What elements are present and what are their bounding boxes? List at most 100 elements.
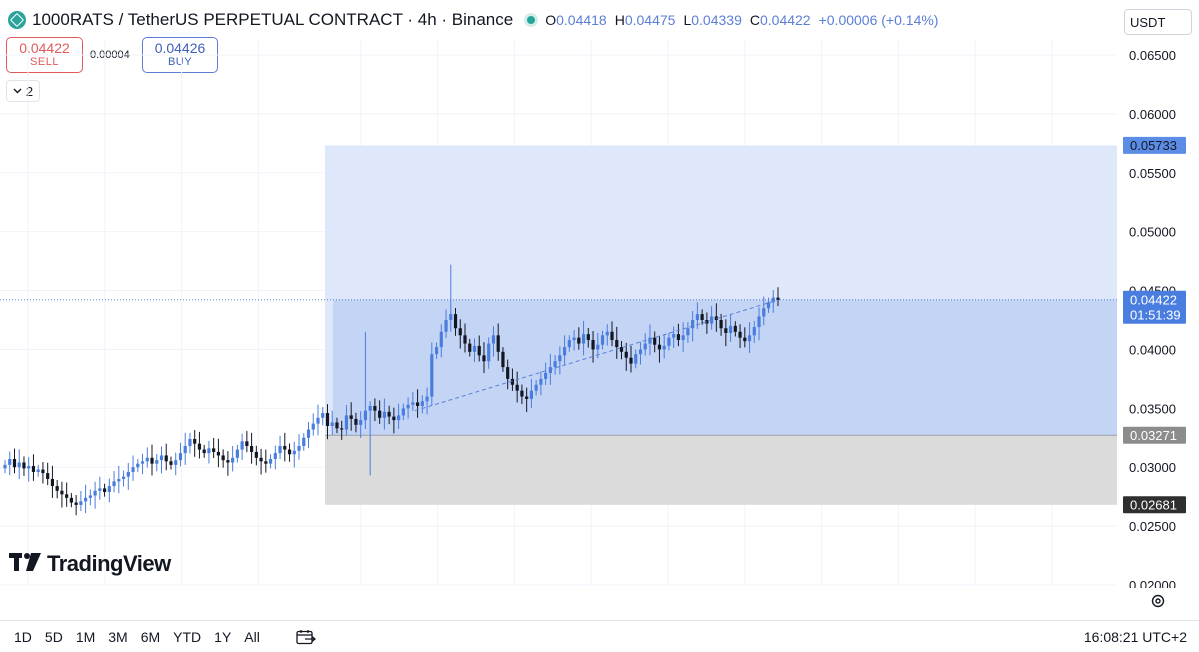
candle-body	[55, 486, 59, 491]
candle-body	[325, 413, 330, 426]
price-chart[interactable]: 0.065000.060000.055000.050000.045000.040…	[0, 40, 1199, 588]
candle-body	[41, 469, 45, 474]
range-1m-button[interactable]: 1M	[75, 628, 96, 645]
entry-price-tag: 0.03271	[1130, 428, 1177, 443]
candle-body	[719, 320, 723, 329]
candle-body	[700, 314, 704, 320]
candle-body	[79, 501, 83, 505]
currency-select[interactable]: USDT	[1124, 9, 1192, 35]
candle-body	[657, 344, 662, 350]
entry-price-tag-bg	[1123, 426, 1186, 444]
candle-body	[743, 337, 747, 342]
sell-price: 0.04422	[19, 40, 70, 56]
current-price-tag-bg	[1123, 290, 1186, 324]
candle-body	[762, 308, 766, 317]
y-tick-label: 0.03500	[1129, 401, 1176, 416]
candle-body	[287, 449, 292, 455]
candle-body	[155, 460, 159, 464]
y-tick-label: 0.03000	[1129, 460, 1176, 475]
candle-body	[619, 347, 624, 352]
open-label: O	[545, 12, 557, 28]
candle-body	[240, 441, 244, 450]
candle-body	[202, 449, 206, 454]
candle-body	[17, 462, 21, 468]
candle-body	[567, 340, 571, 348]
tradingview-logo-icon	[9, 551, 41, 577]
candle-body	[273, 453, 277, 459]
candle-body	[695, 314, 699, 320]
axis-settings-icon[interactable]	[1150, 593, 1166, 609]
candle-body	[145, 457, 149, 462]
candle-body	[600, 335, 605, 345]
candle-body	[245, 441, 249, 447]
candle-body	[572, 337, 576, 341]
candle-body	[397, 415, 401, 421]
range-ytd-button[interactable]: YTD	[173, 628, 202, 645]
candle-body	[468, 343, 472, 352]
candle-body	[728, 325, 733, 333]
range-3m-button[interactable]: 3M	[108, 628, 128, 645]
candle-body	[686, 328, 690, 336]
candle-body	[482, 355, 486, 362]
candle-body	[629, 357, 633, 364]
candle-body	[714, 316, 718, 320]
candle-body	[330, 422, 334, 426]
candle-body	[506, 367, 510, 379]
indicator-count: 2	[25, 83, 34, 99]
tradingview-watermark[interactable]: TradingView	[9, 551, 171, 577]
chart-header: 1000RATS / TetherUS PERPETUAL CONTRACT ·…	[0, 0, 1120, 40]
bottom-toolbar: 1D 5D 1M 3M 6M YTD 1Y All 16:08:21 UTC+2	[0, 620, 1199, 652]
candle-body	[159, 455, 164, 461]
indicator-toggle[interactable]: 2	[6, 80, 40, 102]
candle-body	[197, 443, 202, 450]
candle-body	[98, 488, 102, 491]
candle-body	[117, 479, 121, 482]
candle-body	[188, 438, 192, 447]
candle-body	[477, 345, 481, 356]
candle-body	[22, 462, 26, 469]
candle-body	[439, 331, 443, 348]
candle-body	[131, 467, 135, 472]
candle-body	[434, 347, 439, 355]
candle-body	[31, 466, 36, 472]
symbol-title[interactable]: 1000RATS / TetherUS PERPETUAL CONTRACT ·…	[32, 10, 514, 29]
candle-body	[449, 314, 453, 320]
candle-body	[136, 463, 140, 468]
candle-body	[539, 378, 543, 385]
candle-body	[425, 396, 429, 402]
candle-body	[193, 438, 197, 444]
range-1d-button[interactable]: 1D	[14, 628, 32, 645]
clock[interactable]: 16:08:21 UTC+2	[1083, 629, 1187, 645]
candle-body	[107, 486, 111, 492]
candle-body	[164, 455, 168, 462]
current-price-tag: 0.04422	[1130, 293, 1177, 308]
candle-body	[306, 429, 311, 438]
candle-body	[283, 446, 287, 450]
range-6m-button[interactable]: 6M	[140, 628, 161, 645]
candle-body	[292, 450, 296, 455]
candle-body	[126, 471, 130, 477]
range-1y-button[interactable]: 1Y	[214, 628, 232, 645]
candle-body	[226, 460, 230, 463]
y-tick-label: 0.04000	[1129, 342, 1176, 357]
diamond-symbol-icon[interactable]	[8, 11, 26, 29]
range-all-button[interactable]: All	[244, 628, 260, 645]
candle-body	[174, 460, 178, 465]
date-range-icon[interactable]	[296, 629, 316, 645]
candle-body	[648, 337, 652, 344]
candle-body	[771, 297, 775, 303]
ohlc-readout: O0.04418 H0.04475 L0.04339 C0.04422 +0.0…	[545, 12, 938, 28]
candle-body	[615, 340, 619, 348]
candle-body	[250, 446, 254, 452]
candle-body	[662, 345, 666, 350]
range-5d-button[interactable]: 5D	[44, 628, 63, 645]
candle-body	[74, 502, 78, 505]
target-price-tag: 0.05733	[1130, 138, 1177, 153]
candle-body	[368, 405, 372, 411]
candle-body	[501, 351, 505, 368]
candle-body	[724, 328, 728, 333]
candle-body	[472, 345, 477, 352]
candle-body	[278, 446, 282, 454]
candle-body	[46, 473, 50, 479]
candle-body	[140, 461, 145, 464]
